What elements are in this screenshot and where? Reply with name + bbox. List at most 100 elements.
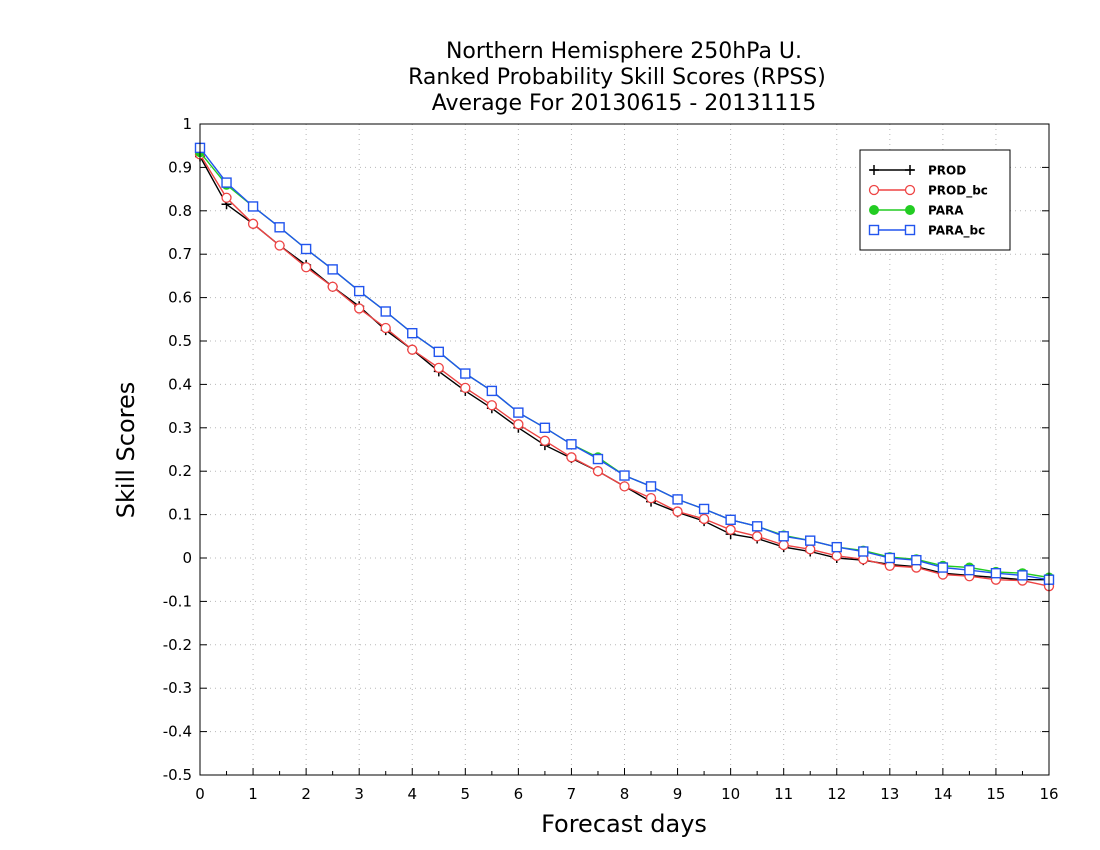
x-tick-label: 2 (301, 785, 311, 803)
legend-item-prod-bc: PROD_bc (868, 184, 988, 199)
y-tick-label: 0.6 (168, 289, 192, 307)
data-point-para-bc (805, 535, 816, 546)
x-tick-label: 10 (721, 785, 740, 803)
chart-title: Northern Hemisphere 250hPa U. Ranked Pro… (408, 39, 826, 116)
data-point-prod-bc (566, 452, 577, 463)
title-line-2: Ranked Probability Skill Scores (RPSS) (408, 65, 826, 90)
x-tick-labels: 0 1 2 3 4 5 6 7 8 9 10 11 12 13 14 15 16 (195, 785, 1058, 803)
data-point-para-bc (911, 554, 922, 566)
x-tick-label: 4 (407, 785, 417, 803)
data-point-prod-bc (327, 281, 338, 292)
x-tick-label: 15 (986, 785, 1005, 803)
x-tick-label: 8 (620, 785, 630, 803)
x-tick-label: 6 (514, 785, 524, 803)
data-point-para-bc (990, 567, 1002, 579)
plot-frame (199, 123, 1050, 776)
y-tick-label: 0.1 (168, 506, 192, 524)
data-point-para-bc (964, 564, 975, 576)
legend-label: PROD_bc (928, 184, 988, 199)
y-tick-label: 0.2 (168, 462, 192, 480)
y-tick-label: -0.2 (163, 636, 192, 654)
legend-marker-right (905, 205, 915, 215)
y-tick-label: -0.5 (163, 766, 192, 784)
data-point-prod-bc (274, 240, 285, 251)
data-point-para-bc (353, 285, 365, 297)
data-point-para-bc (937, 562, 949, 573)
data-point-para-bc (221, 177, 232, 188)
data-point-para-bc (513, 407, 524, 418)
y-tick-label: 0.7 (168, 245, 192, 263)
data-point-prod-bc (805, 544, 816, 555)
x-tick-label: 0 (195, 785, 205, 803)
data-point-para-bc (566, 439, 577, 450)
x-tick-label: 14 (933, 785, 952, 803)
data-point-para-bc (725, 514, 736, 526)
legend-item-para-bc: PARA_bc (868, 224, 985, 239)
data-point-para-bc (539, 422, 551, 433)
x-tick-label: 9 (673, 785, 683, 803)
x-tick-label: 5 (461, 785, 471, 803)
data-point-prod-bc (672, 506, 683, 517)
data-point-para-bc (327, 264, 338, 275)
data-point-prod-bc (407, 344, 418, 355)
data-point-prod-bc (539, 435, 551, 446)
data-point-prod-bc (592, 466, 604, 477)
y-tick-label: 0.9 (168, 158, 192, 176)
legend-marker-right (904, 184, 916, 196)
legend-item-para: PARA (869, 204, 964, 218)
data-point-prod-bc (645, 492, 657, 504)
y-tick-label: 1 (182, 115, 192, 133)
legend-marker-left (868, 184, 880, 196)
x-tick-label: 13 (880, 785, 899, 803)
data-point-prod-bc (513, 419, 524, 430)
data-point-para-bc (672, 494, 683, 505)
y-tick-label: 0.3 (168, 419, 192, 437)
data-point-prod-bc (460, 382, 471, 394)
data-point-prod-bc (752, 531, 763, 542)
data-point-prod-bc (221, 192, 232, 203)
data-point-prod-bc (300, 262, 312, 273)
legend-label: PARA (928, 204, 964, 218)
legend: PROD PROD_bc PARA PARA_bc (859, 149, 1011, 251)
data-point-para-bc (831, 541, 842, 553)
x-tick-label: 3 (354, 785, 364, 803)
data-point-para-bc (433, 346, 444, 358)
data-point-prod-bc (486, 400, 497, 411)
data-point-para-bc (619, 470, 630, 481)
data-point-prod-bc (619, 481, 630, 492)
grid (200, 124, 1049, 775)
title-line-1: Northern Hemisphere 250hPa U. (446, 39, 802, 64)
data-point-prod-bc (433, 362, 444, 374)
legend-marker-left (869, 205, 879, 215)
y-tick-label: 0 (182, 549, 192, 567)
y-tick-labels: -0.5 -0.4 -0.3 -0.2 -0.1 0 0.1 0.2 0.3 0.4 0.5 0.6 0… (163, 115, 192, 784)
x-tick-label: 11 (774, 785, 793, 803)
data-point-para-bc (407, 327, 418, 339)
y-tick-label: 0.5 (168, 332, 192, 350)
data-point-para-bc (247, 201, 259, 212)
data-point-prod-bc (831, 550, 842, 561)
data-point-para-bc (751, 521, 763, 532)
series-prod-bc (194, 149, 1055, 592)
data-point-para-bc (300, 243, 312, 255)
y-tick-label: -0.3 (163, 679, 192, 697)
x-axis-label: Forecast days (541, 810, 707, 838)
series-para-bc (194, 142, 1055, 585)
data-point-prod-bc (698, 513, 710, 525)
data-point-prod-bc (725, 524, 736, 535)
legend-label: PARA_bc (928, 224, 985, 239)
data-point-para-bc (592, 453, 604, 465)
x-tick-label: 12 (827, 785, 846, 803)
y-tick-label: 0.4 (168, 375, 192, 393)
legend-marker-left (869, 165, 879, 175)
legend-marker-left (868, 224, 880, 236)
data-point-para-bc (274, 222, 285, 233)
data-point-para-bc (380, 306, 391, 317)
data-series (194, 142, 1055, 592)
data-point-para-bc (858, 546, 869, 557)
data-point-para-bc (884, 552, 896, 564)
x-tick-label: 7 (567, 785, 577, 803)
data-point-prod-bc (247, 218, 259, 229)
x-tick-label: 1 (248, 785, 258, 803)
